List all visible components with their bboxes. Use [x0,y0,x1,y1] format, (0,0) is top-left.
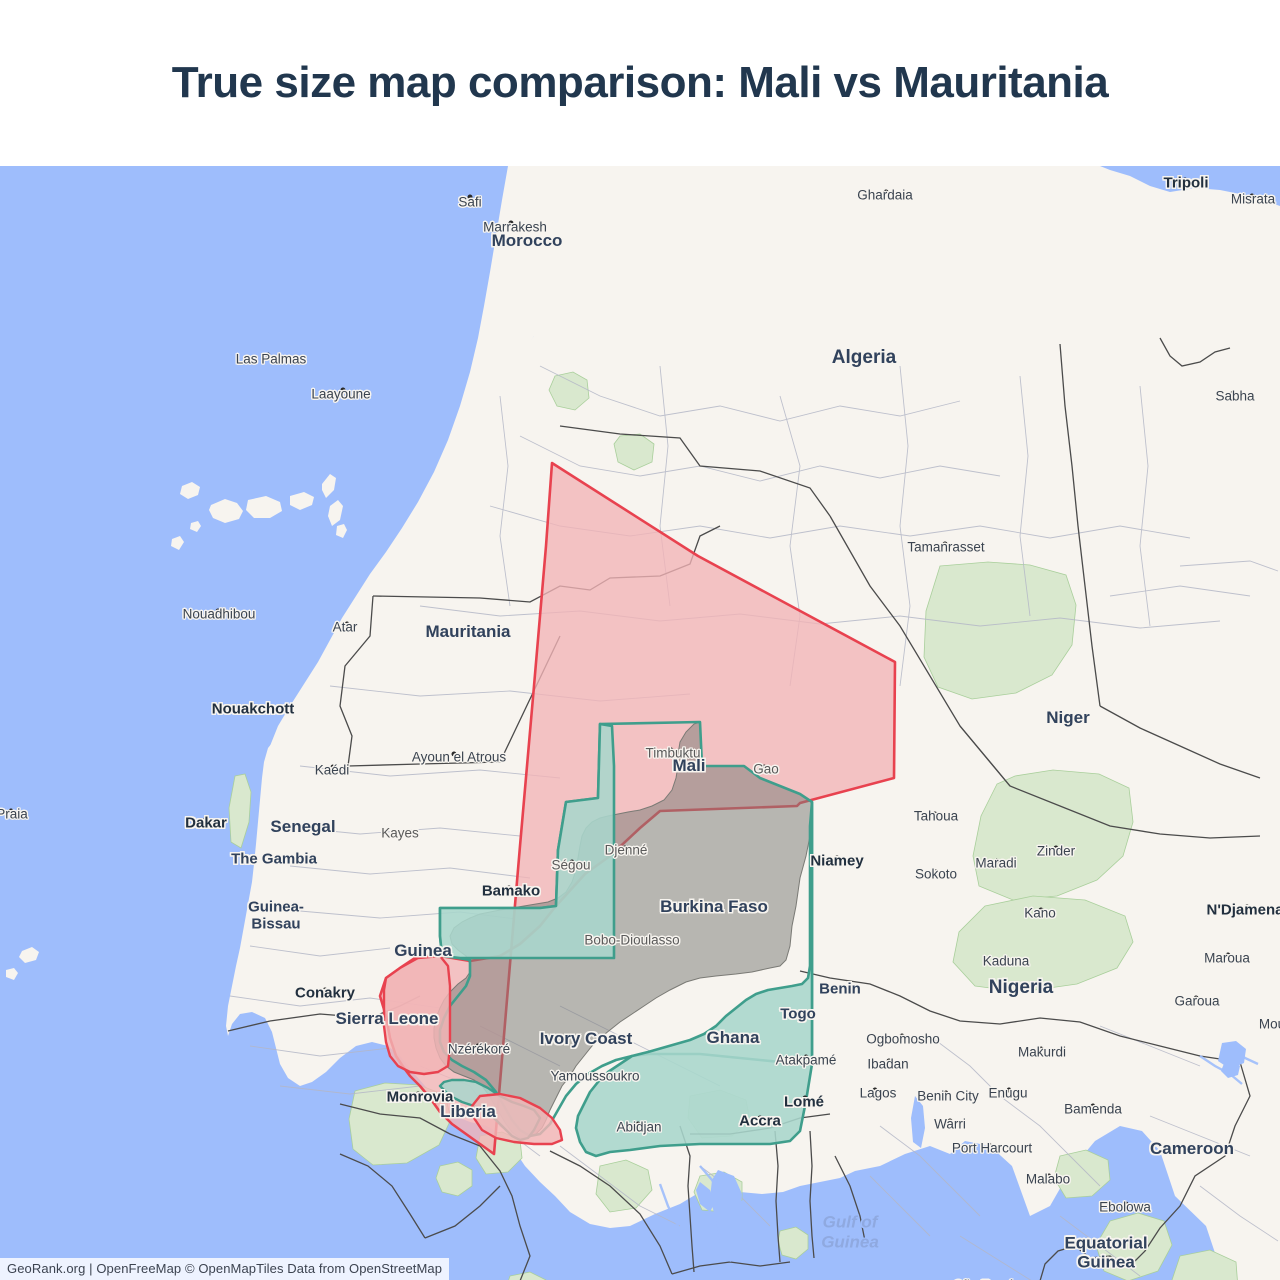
veg-liberia [508,1271,547,1280]
canary-island-2 [209,499,243,523]
veg-morocco-1 [548,371,590,411]
veg-senegal [348,1082,452,1166]
veg-ivory [595,1159,653,1213]
canary-island-6 [328,500,343,526]
admin-boundaries-layer [229,365,1279,1280]
lake-volta-arm [696,1182,714,1212]
lake-volta [710,1170,748,1262]
capeverde-island-2 [6,968,18,980]
veg-sierra [435,1161,473,1197]
canary-island-7 [336,524,347,538]
lakes-layer [696,1041,1246,1262]
veg-cameroon-1 [1095,1212,1173,1280]
canary-island-4 [290,492,314,510]
veg-nigeria-1 [1053,1149,1111,1199]
title-bar: True size map comparison: Mali vs Maurit… [0,0,1280,166]
map-viewport[interactable]: Morocco Algeria Mauritania Mali Niger Senegal… [0,166,1280,1280]
libya-coast [1100,166,1280,206]
vegetation-layer [228,371,1238,1280]
mauritania-pink-kayes-lobe[interactable] [382,954,452,1076]
canary-island-5 [322,474,336,498]
country-borders-layer [227,337,1261,1280]
veg-mauritania-coast [228,773,252,849]
veg-niger-south [952,895,1134,993]
lake-kainji [911,1096,925,1148]
burkina-faso-teal-fill[interactable] [574,800,814,1158]
veg-cameroon-2 [1171,1249,1238,1280]
canary-island-8 [190,521,201,532]
mauritania-pink-south-lobe[interactable] [470,1092,564,1146]
maghreb-coast [266,166,534,812]
lake-chad-2 [1221,1060,1240,1078]
mauritania-teal-strip[interactable] [438,722,616,960]
canary-island-9 [171,536,184,550]
capeverde-island-1 [19,947,39,963]
page-title: True size map comparison: Mali vs Maurit… [171,58,1109,107]
veg-ahaggar [923,561,1077,700]
veg-air-niger [972,769,1134,901]
canary-island-3 [246,496,282,518]
canary-islands [180,482,200,499]
map-attribution[interactable]: GeoRank.org | OpenFreeMap © OpenMapTiles… [0,1258,450,1280]
